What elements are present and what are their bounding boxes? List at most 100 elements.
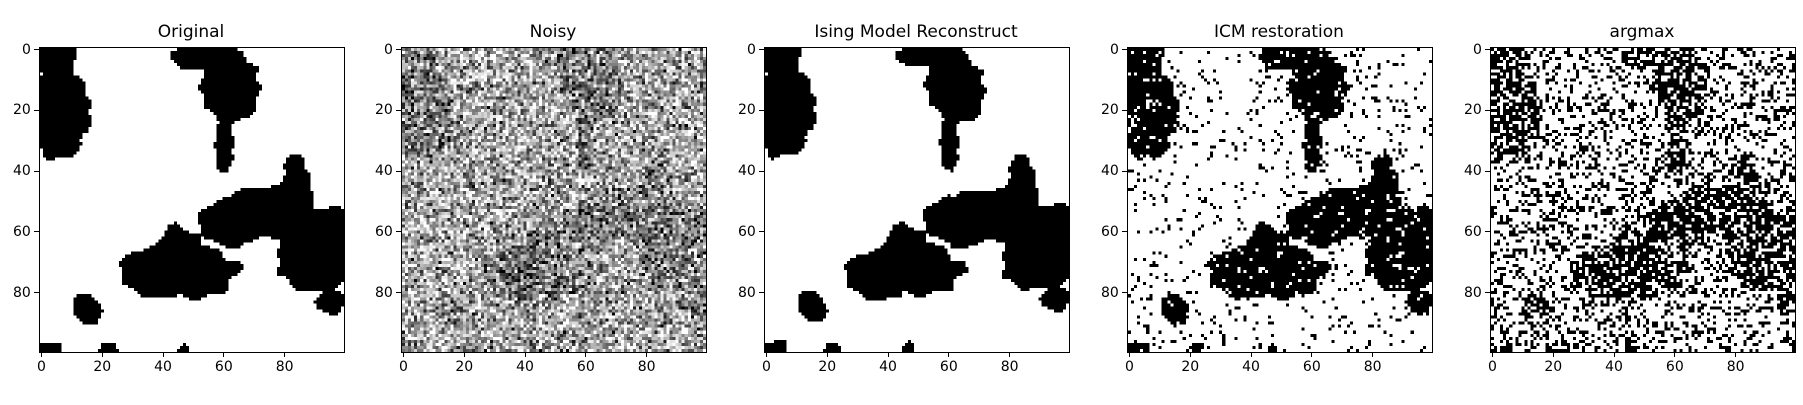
y-tick bbox=[759, 292, 764, 294]
y-tick-label: 60 bbox=[738, 223, 756, 240]
x-tick-label: 80 bbox=[637, 359, 656, 375]
y-tick-label: 20 bbox=[375, 102, 393, 119]
panel-title-icm: ICM restoration bbox=[1214, 22, 1344, 42]
y-tick bbox=[396, 49, 401, 51]
x-tick-label: 20 bbox=[455, 359, 474, 375]
x-tick-label: 80 bbox=[275, 359, 294, 375]
x-tick-label: 20 bbox=[1544, 359, 1563, 375]
x-tick bbox=[403, 352, 405, 357]
x-tick bbox=[887, 352, 889, 357]
x-tick-label: 40 bbox=[879, 359, 897, 375]
x-tick bbox=[284, 352, 286, 357]
x-tick-label: 60 bbox=[1665, 359, 1684, 375]
x-tick-label: 40 bbox=[154, 359, 172, 375]
y-tick-label: 80 bbox=[375, 284, 393, 301]
y-tick-label: 20 bbox=[1101, 102, 1119, 119]
x-tick-label: 20 bbox=[818, 359, 837, 375]
x-tick bbox=[41, 352, 43, 357]
y-tick-label: 60 bbox=[1464, 223, 1482, 240]
y-tick bbox=[34, 49, 39, 51]
y-tick bbox=[34, 292, 39, 294]
panel-title-noisy: Noisy bbox=[529, 22, 577, 42]
y-tick-label: 40 bbox=[1464, 163, 1482, 180]
x-tick bbox=[1613, 352, 1615, 357]
x-tick bbox=[1311, 352, 1313, 357]
y-tick bbox=[396, 170, 401, 172]
x-tick-label: 40 bbox=[516, 359, 534, 375]
x-tick-label: 0 bbox=[1488, 359, 1497, 375]
image-argmax bbox=[1491, 48, 1795, 352]
x-tick-label: 0 bbox=[37, 359, 46, 375]
y-tick bbox=[1485, 109, 1490, 111]
x-tick bbox=[1009, 352, 1011, 357]
plot-area-ising bbox=[764, 47, 1070, 353]
y-tick bbox=[396, 292, 401, 294]
x-tick bbox=[101, 352, 103, 357]
x-tick-label: 0 bbox=[1125, 359, 1134, 375]
x-tick bbox=[1492, 352, 1494, 357]
plot-area-icm bbox=[1127, 47, 1433, 353]
y-tick bbox=[759, 231, 764, 233]
image-icm bbox=[1128, 48, 1432, 352]
x-tick bbox=[524, 352, 526, 357]
y-tick-label: 40 bbox=[1101, 163, 1119, 180]
x-tick-label: 0 bbox=[762, 359, 771, 375]
x-tick-label: 20 bbox=[1181, 359, 1200, 375]
image-original bbox=[40, 48, 344, 352]
y-tick bbox=[1122, 292, 1127, 294]
y-tick-label: 80 bbox=[13, 284, 31, 301]
y-tick-label: 20 bbox=[13, 102, 31, 119]
y-tick bbox=[34, 170, 39, 172]
x-tick bbox=[766, 352, 768, 357]
y-tick bbox=[759, 109, 764, 111]
y-tick-label: 20 bbox=[738, 102, 756, 119]
x-tick bbox=[1735, 352, 1737, 357]
y-tick-label: 0 bbox=[747, 41, 756, 58]
x-tick-label: 80 bbox=[1000, 359, 1019, 375]
y-tick bbox=[34, 231, 39, 233]
plot-area-argmax bbox=[1490, 47, 1796, 353]
x-tick bbox=[1250, 352, 1252, 357]
y-tick bbox=[1485, 231, 1490, 233]
y-tick-label: 80 bbox=[1464, 284, 1482, 301]
y-tick bbox=[759, 170, 764, 172]
y-tick bbox=[34, 109, 39, 111]
y-tick bbox=[759, 49, 764, 51]
panel-title-original: Original bbox=[157, 22, 225, 42]
y-tick-label: 60 bbox=[1101, 223, 1119, 240]
y-tick bbox=[1485, 49, 1490, 51]
y-tick-label: 20 bbox=[1464, 102, 1482, 119]
x-tick bbox=[1189, 352, 1191, 357]
y-tick bbox=[1122, 170, 1127, 172]
y-tick-label: 80 bbox=[738, 284, 756, 301]
y-tick-label: 0 bbox=[1473, 41, 1482, 58]
x-tick-label: 80 bbox=[1726, 359, 1745, 375]
y-tick-label: 60 bbox=[375, 223, 393, 240]
panel-title-argmax: argmax bbox=[1609, 22, 1675, 42]
y-tick-label: 0 bbox=[384, 41, 393, 58]
y-tick-label: 40 bbox=[375, 163, 393, 180]
x-tick bbox=[646, 352, 648, 357]
x-tick bbox=[463, 352, 465, 357]
x-tick bbox=[223, 352, 225, 357]
y-tick bbox=[1485, 292, 1490, 294]
panel-title-ising: Ising Model Reconstruct bbox=[814, 22, 1018, 42]
y-tick-label: 0 bbox=[1110, 41, 1119, 58]
image-noisy bbox=[402, 48, 706, 352]
y-tick bbox=[1485, 170, 1490, 172]
x-tick-label: 80 bbox=[1363, 359, 1382, 375]
x-tick-label: 40 bbox=[1605, 359, 1623, 375]
x-tick bbox=[585, 352, 587, 357]
x-tick bbox=[1129, 352, 1131, 357]
x-tick bbox=[948, 352, 950, 357]
y-tick bbox=[1122, 109, 1127, 111]
plot-area-original bbox=[39, 47, 345, 353]
y-tick bbox=[396, 109, 401, 111]
y-tick-label: 40 bbox=[13, 163, 31, 180]
x-tick bbox=[1372, 352, 1374, 357]
x-tick-label: 60 bbox=[1302, 359, 1321, 375]
y-tick-label: 0 bbox=[22, 41, 31, 58]
image-ising bbox=[765, 48, 1069, 352]
x-tick-label: 60 bbox=[214, 359, 233, 375]
